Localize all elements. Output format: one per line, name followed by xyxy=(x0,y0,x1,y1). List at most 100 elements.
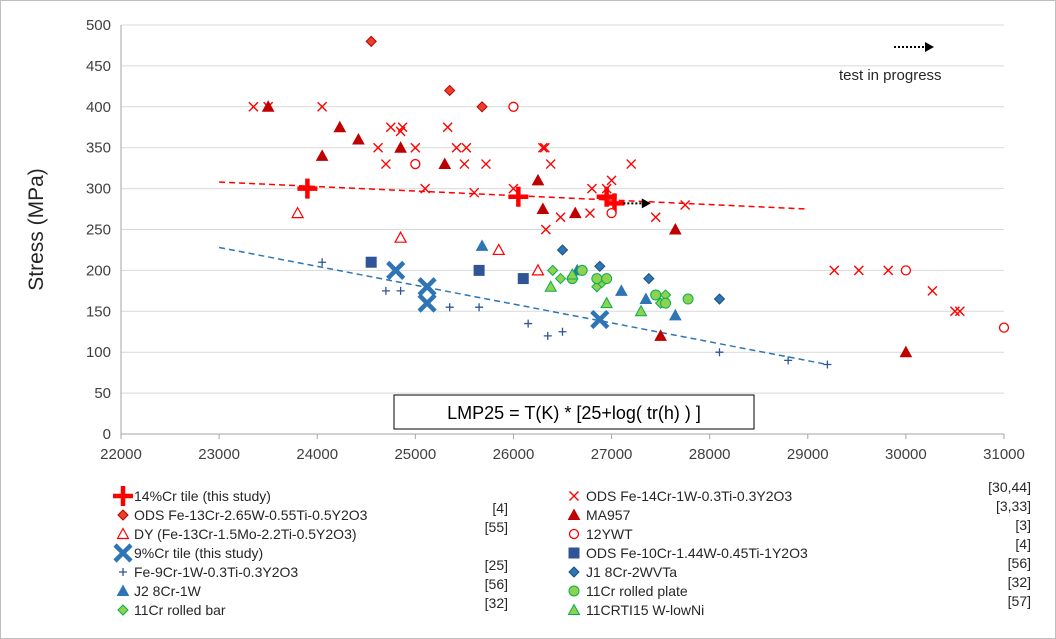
data-point xyxy=(601,183,612,194)
data-point xyxy=(297,178,318,199)
progress-arrowhead xyxy=(641,198,651,209)
y-tick-label: 200 xyxy=(86,262,111,279)
legend-item: J1 8Cr-2WVTa [56] xyxy=(568,555,1031,580)
data-point xyxy=(317,101,328,112)
data-point xyxy=(601,273,613,285)
legend-ref: [30,44] xyxy=(988,479,1031,495)
data-point xyxy=(394,230,408,243)
data-point xyxy=(248,101,259,112)
data-point xyxy=(385,122,396,133)
y-axis-label: Stress (MPa) xyxy=(25,168,48,291)
legend-label: 11Cr rolled plate xyxy=(586,583,688,599)
data-point xyxy=(682,293,694,305)
legend-ref: [3] xyxy=(1015,517,1031,533)
data-point xyxy=(315,149,329,161)
legend-label: 12YWT xyxy=(586,526,633,542)
data-point xyxy=(381,286,390,295)
data-point xyxy=(373,142,384,153)
legend-ref: [32] xyxy=(1008,574,1031,590)
data-point xyxy=(590,309,610,330)
legend-label: 9%Cr tile (this study) xyxy=(134,545,263,561)
data-point xyxy=(545,159,556,170)
data-point xyxy=(459,159,470,170)
data-point xyxy=(954,306,965,317)
legend-ref: [4] xyxy=(1015,536,1031,552)
legend-label: MA957 xyxy=(586,507,631,523)
y-tick-label: 300 xyxy=(86,181,111,198)
data-point xyxy=(615,284,628,296)
legend-label: 11Cr rolled bar xyxy=(134,602,226,618)
data-point xyxy=(949,306,960,317)
trendline xyxy=(218,246,828,366)
legend-item: ODS Fe-13Cr-2.65W-0.55Ti-0.5Y2O3 [4] xyxy=(117,500,508,523)
data-point xyxy=(531,263,545,276)
series-points xyxy=(544,267,648,317)
progress-annotation: test in progress xyxy=(623,42,942,209)
legend-item: 11Cr rolled bar [32] xyxy=(117,595,508,618)
data-point xyxy=(417,277,437,297)
y-tick-label: 100 xyxy=(86,344,111,361)
series-points xyxy=(566,264,694,309)
series-points xyxy=(365,256,529,285)
legend-marker xyxy=(569,491,579,501)
x-tick-labels: 22000 23000 24000 25000 26000 27000 28000 29000… xyxy=(100,446,1025,463)
data-point xyxy=(352,132,365,145)
legend-marker xyxy=(568,547,580,559)
data-point xyxy=(546,264,559,277)
data-point xyxy=(531,173,545,186)
data-point xyxy=(544,280,558,292)
legend-label: J1 8Cr-2WVTa xyxy=(586,564,677,580)
data-point xyxy=(680,199,691,210)
data-point xyxy=(568,206,582,219)
data-point xyxy=(537,142,548,153)
data-point xyxy=(555,212,566,223)
legend-ref: [56] xyxy=(1008,555,1031,571)
legend-ref: [56] xyxy=(485,576,508,592)
series-points xyxy=(410,101,1010,333)
data-point xyxy=(473,264,485,276)
data-point xyxy=(600,296,613,309)
y-tick-label: 500 xyxy=(86,17,111,34)
data-point xyxy=(508,183,519,194)
data-point xyxy=(650,289,662,301)
data-point xyxy=(469,187,480,198)
y-tick-labels: 0 50 100 150 200 250 300 350 400 450 500 xyxy=(86,17,111,443)
legend-ref: [3,33] xyxy=(996,498,1031,514)
data-point xyxy=(445,303,454,312)
data-point xyxy=(410,142,421,153)
x-tick-label: 26000 xyxy=(493,446,535,463)
legend-item: ODS Fe-14Cr-1W-0.3Ti-0.3Y2O3 [30,44] xyxy=(569,479,1031,504)
data-point xyxy=(386,260,406,280)
data-point xyxy=(606,175,617,186)
y-tick-label: 350 xyxy=(86,140,111,157)
data-point xyxy=(639,292,653,305)
legend-marker xyxy=(116,584,130,596)
legend-item: 12YWT [3] xyxy=(568,517,1031,542)
data-point xyxy=(554,272,567,285)
data-point xyxy=(451,142,462,153)
data-point xyxy=(584,208,595,219)
formula-frame xyxy=(393,394,755,430)
data-point xyxy=(586,183,597,194)
data-point xyxy=(291,206,305,219)
x-tick-label: 25000 xyxy=(394,446,436,463)
legend-marker xyxy=(567,603,581,615)
series-points xyxy=(386,260,610,330)
data-point xyxy=(668,222,682,235)
data-point xyxy=(883,265,894,276)
y-tick-label: 50 xyxy=(94,385,111,402)
legend-marker xyxy=(568,528,580,540)
data-point xyxy=(643,272,655,285)
data-point xyxy=(443,84,456,97)
data-point xyxy=(480,159,491,170)
legend-marker xyxy=(116,527,130,540)
data-point xyxy=(784,356,793,365)
series-points xyxy=(291,206,545,276)
data-point xyxy=(576,264,588,276)
y-tick-label: 150 xyxy=(86,303,111,320)
data-point xyxy=(853,265,864,276)
legend-ref: [57] xyxy=(1008,593,1031,609)
legend-item: 14%Cr tile (this study) xyxy=(113,486,271,506)
data-point xyxy=(998,322,1010,333)
